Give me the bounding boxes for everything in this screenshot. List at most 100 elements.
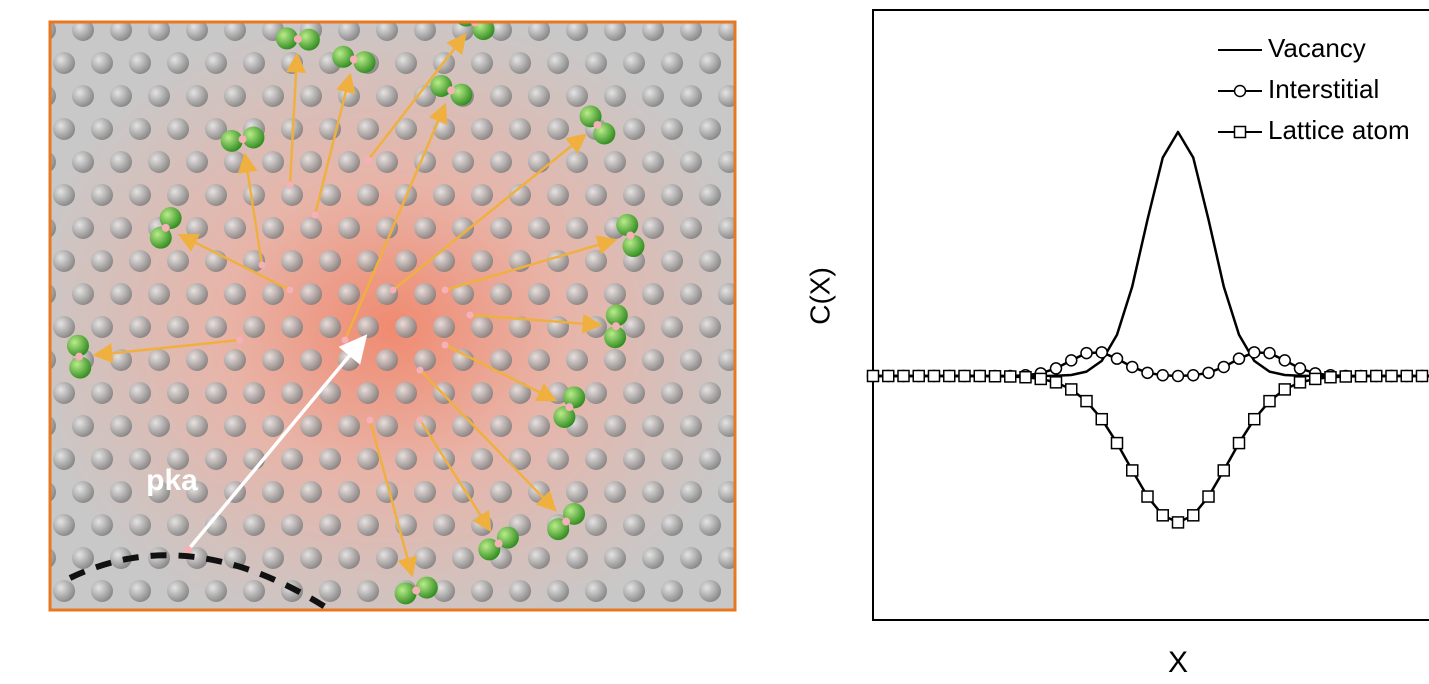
lattice-atom (680, 481, 702, 503)
lattice-atom (91, 52, 113, 74)
lattice-atom (490, 481, 512, 503)
lattice-atom (357, 448, 379, 470)
lattice-atom (414, 283, 436, 305)
marker-square (1066, 384, 1077, 395)
lattice-atom (167, 250, 189, 272)
lattice-atom (414, 481, 436, 503)
lattice-atom (243, 316, 265, 338)
lattice-atom (642, 85, 664, 107)
lattice-atom (53, 382, 75, 404)
lattice-atom (452, 349, 474, 371)
lattice-atom (300, 415, 322, 437)
vacancy-site (365, 157, 372, 164)
marker-circle (1279, 355, 1290, 366)
lattice-atom (224, 85, 246, 107)
lattice-atom (509, 118, 531, 140)
lattice-atom (53, 184, 75, 206)
lattice-atom (91, 250, 113, 272)
lattice-atom (34, 547, 56, 569)
lattice-atom (376, 415, 398, 437)
marker-square (1264, 396, 1275, 407)
vacancy-site (287, 287, 294, 294)
lattice-atom (72, 283, 94, 305)
lattice-atom (205, 52, 227, 74)
lattice-atom (300, 349, 322, 371)
marker-square (1279, 384, 1290, 395)
lattice-atom (319, 448, 341, 470)
lattice-atom (91, 184, 113, 206)
lattice-atom (243, 52, 265, 74)
lattice-atom (34, 283, 56, 305)
lattice-atom (585, 52, 607, 74)
lattice-atom (718, 415, 740, 437)
lattice-atom (110, 283, 132, 305)
lattice-atom (34, 151, 56, 173)
lattice-atom (718, 283, 740, 305)
lattice-atom (471, 250, 493, 272)
dumbbell-atom (416, 577, 438, 599)
lattice-atom (53, 118, 75, 140)
vacancy-site (442, 287, 449, 294)
lattice-atom (34, 85, 56, 107)
lattice-atom (262, 349, 284, 371)
lattice-atom (338, 481, 360, 503)
lattice-atom (395, 382, 417, 404)
lattice-atom (604, 547, 626, 569)
dumbbell-link (412, 586, 420, 594)
marker-square (974, 371, 985, 382)
lattice-atom (186, 151, 208, 173)
lattice-atom (490, 85, 512, 107)
lattice-atom (680, 283, 702, 305)
marker-square (1249, 414, 1260, 425)
lattice-atom (718, 547, 740, 569)
lattice-atom (642, 217, 664, 239)
lattice-atom (528, 547, 550, 569)
marker-circle (1096, 347, 1107, 358)
lattice-atom (338, 547, 360, 569)
lattice-atom (53, 448, 75, 470)
lattice-atom (186, 85, 208, 107)
lattice-atom (528, 217, 550, 239)
lattice-atom (680, 415, 702, 437)
lattice-atom (300, 151, 322, 173)
lattice-atom (129, 514, 151, 536)
lattice-atom (452, 547, 474, 569)
marker-square (1218, 465, 1229, 476)
lattice-atom (91, 514, 113, 536)
lattice-atom (338, 217, 360, 239)
lattice-atom (433, 514, 455, 536)
lattice-atom (300, 547, 322, 569)
lattice-atom (585, 580, 607, 602)
marker-square (883, 371, 894, 382)
dumbbell-atom (616, 214, 638, 236)
marker-circle (1264, 348, 1275, 359)
illustration (34, 5, 740, 610)
lattice-atom (490, 217, 512, 239)
lattice-atom (528, 415, 550, 437)
lattice-atom (699, 580, 721, 602)
marker-square (1020, 372, 1031, 383)
lattice-atom (642, 151, 664, 173)
lattice-atom (205, 448, 227, 470)
lattice-atom (224, 349, 246, 371)
lattice-atom (585, 448, 607, 470)
lattice-atom (509, 52, 531, 74)
vacancy-site (287, 182, 294, 189)
figure: pka C(X) X VacancyInterstitialLattice at… (0, 0, 1429, 684)
lattice-atom (585, 382, 607, 404)
lattice-atom (661, 52, 683, 74)
lattice-atom (642, 547, 664, 569)
lattice-atom (319, 382, 341, 404)
lattice-atom (547, 118, 569, 140)
lattice-atom (433, 118, 455, 140)
marker-square (1417, 371, 1428, 382)
lattice-atom (34, 349, 56, 371)
lattice-atom (72, 217, 94, 239)
marker-square (1203, 491, 1214, 502)
lattice-atom (357, 382, 379, 404)
lattice-atom (452, 151, 474, 173)
lattice-atom (129, 382, 151, 404)
dumbbell-link (75, 353, 83, 361)
lattice-atom (718, 217, 740, 239)
lattice-atom (262, 481, 284, 503)
